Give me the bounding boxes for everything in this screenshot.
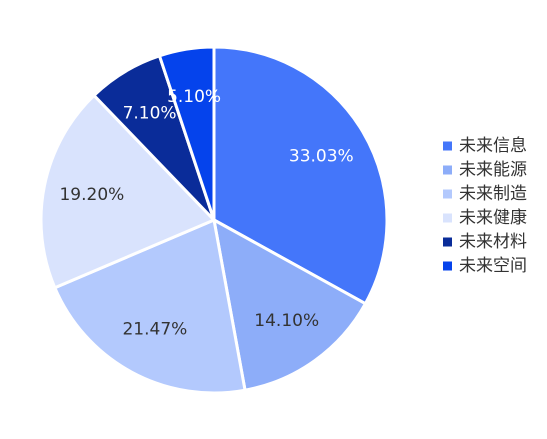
legend-item[interactable]: 未来健康 bbox=[443, 208, 527, 228]
slice-value-label: 21.47% bbox=[122, 320, 187, 340]
pie-slice[interactable] bbox=[212, 45, 389, 306]
pie-slice[interactable] bbox=[158, 45, 216, 222]
legend-item[interactable]: 未来空间 bbox=[443, 256, 527, 276]
pie-slice[interactable] bbox=[212, 218, 367, 392]
legend-swatch bbox=[443, 141, 452, 151]
slice-value-label: 14.10% bbox=[254, 311, 319, 331]
legend-label: 未来空间 bbox=[459, 256, 527, 276]
legend-swatch bbox=[443, 189, 452, 199]
legend-label: 未来信息 bbox=[459, 136, 527, 156]
pie-slices bbox=[39, 45, 389, 395]
legend-item[interactable]: 未来能源 bbox=[443, 160, 527, 180]
legend-swatch bbox=[443, 237, 452, 247]
pie-slice[interactable] bbox=[39, 93, 216, 290]
legend-label: 未来材料 bbox=[459, 232, 527, 252]
legend-label: 未来健康 bbox=[459, 208, 527, 228]
slice-value-label: 19.20% bbox=[59, 185, 124, 205]
legend-item[interactable]: 未来制造 bbox=[443, 184, 527, 204]
legend-swatch bbox=[443, 213, 452, 223]
pie-slice[interactable] bbox=[53, 218, 247, 395]
pie-value-labels: 33.03% 14.10% 21.47% 19.20% 7.10%5.10% bbox=[59, 87, 353, 340]
legend-label: 未来制造 bbox=[459, 184, 527, 204]
legend-item[interactable]: 未来材料 bbox=[443, 232, 527, 252]
slice-value-label: 7.10% bbox=[123, 103, 177, 123]
legend-item[interactable]: 未来信息 bbox=[443, 136, 527, 156]
legend-swatch bbox=[443, 165, 452, 175]
slice-value-label: 33.03% bbox=[289, 147, 354, 167]
legend-swatch bbox=[443, 261, 452, 271]
slice-value-label: 5.10% bbox=[167, 87, 221, 107]
legend-label: 未来能源 bbox=[459, 160, 527, 180]
